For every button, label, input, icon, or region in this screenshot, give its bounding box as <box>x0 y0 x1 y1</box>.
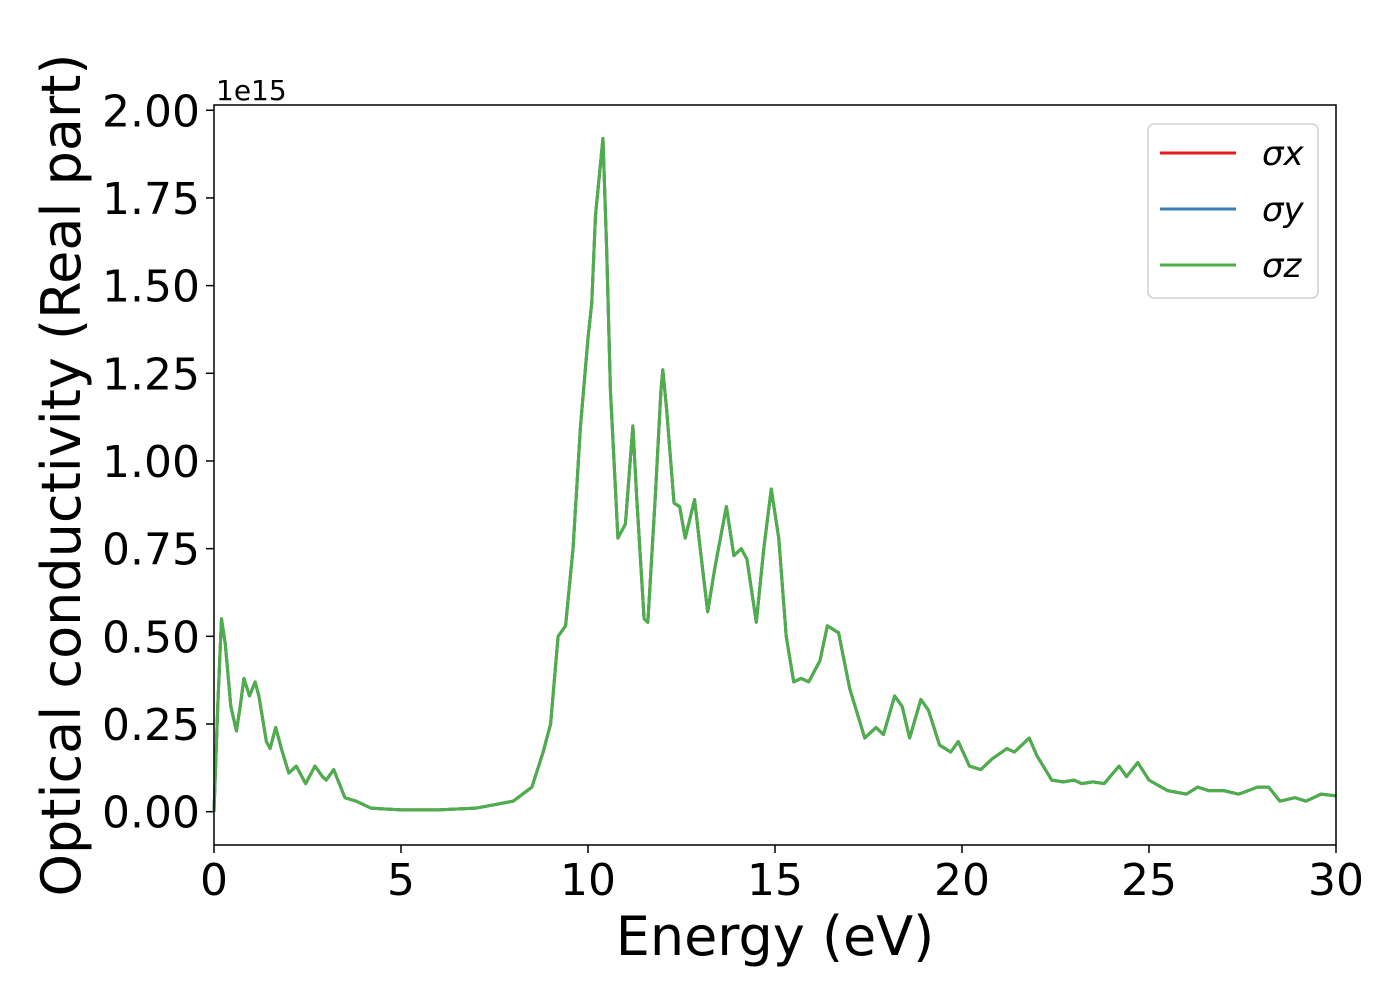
y-tick-label: 0.00 <box>102 788 200 839</box>
x-tick-label: 30 <box>1308 855 1364 906</box>
y-axis-label: Optical conductivity (Real part) <box>30 54 93 897</box>
legend-label: σx <box>1262 134 1305 174</box>
x-tick-label: 15 <box>747 855 803 906</box>
plot-frame <box>213 104 1337 846</box>
x-tick-label: 20 <box>934 855 990 906</box>
series-line <box>212 136 1337 812</box>
y-tick-label: 1.50 <box>102 262 200 313</box>
y-tick-label: 1.25 <box>102 349 200 400</box>
x-tick-label: 5 <box>387 855 415 906</box>
y-tick-label: 1.75 <box>102 174 200 225</box>
x-tick-label: 25 <box>1121 855 1177 906</box>
legend-label: σy <box>1262 190 1305 230</box>
x-axis-label: Energy (eV) <box>616 905 935 968</box>
x-tick-label: 10 <box>560 855 616 906</box>
legend-label: σz <box>1262 246 1303 286</box>
x-tick-label: 0 <box>200 855 228 906</box>
legend-box <box>1147 123 1319 299</box>
y-offset-label: 1e15 <box>216 74 287 107</box>
y-tick-label: 2.00 <box>102 86 200 137</box>
y-tick-label: 1.00 <box>102 437 200 488</box>
y-tick-label: 0.50 <box>102 612 200 663</box>
y-tick-label: 0.75 <box>102 525 200 576</box>
y-tick-label: 0.25 <box>102 700 200 751</box>
